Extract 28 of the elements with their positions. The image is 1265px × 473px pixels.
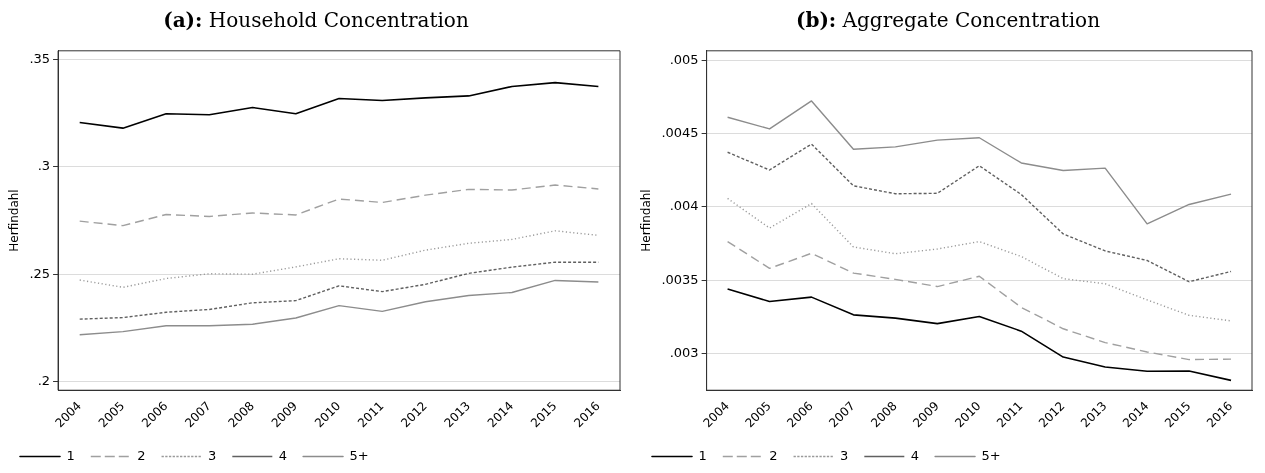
- legend-label: 5+: [349, 447, 369, 463]
- legend-label: 5+: [981, 447, 1001, 463]
- y-tick-label: .0045: [661, 125, 699, 141]
- y-tick-label: .35: [29, 50, 51, 66]
- legend-label: 4: [910, 447, 920, 463]
- y-tick-label: .0035: [661, 271, 699, 287]
- y-axis-title: Herfindahl: [639, 189, 654, 252]
- y-tick-label: .3: [37, 158, 51, 174]
- y-axis-title: Herfindahl: [7, 189, 22, 252]
- y-tick-label: .005: [669, 51, 699, 67]
- y-tick-label: .2: [37, 373, 51, 389]
- line-series: [78, 230, 600, 289]
- legend-label: 1: [66, 447, 75, 463]
- line-series: [726, 143, 1232, 283]
- y-tick-label: .004: [669, 198, 699, 214]
- legend-label: 1: [698, 447, 707, 463]
- y-tick-label: .003: [669, 344, 699, 360]
- chart-title: (b): Aggregate Concentration: [794, 7, 1102, 34]
- y-tick-label: .25: [29, 265, 51, 281]
- line-series: [726, 197, 1232, 322]
- legend-label: 3: [840, 447, 849, 463]
- line-series: [78, 184, 600, 227]
- legend-label: 4: [278, 447, 288, 463]
- chart-title: (a): Household Concentration: [162, 7, 470, 34]
- legend-label: 2: [769, 447, 778, 463]
- legend-label: 3: [208, 447, 217, 463]
- legend-label: 2: [137, 447, 146, 463]
- line-series: [726, 240, 1232, 361]
